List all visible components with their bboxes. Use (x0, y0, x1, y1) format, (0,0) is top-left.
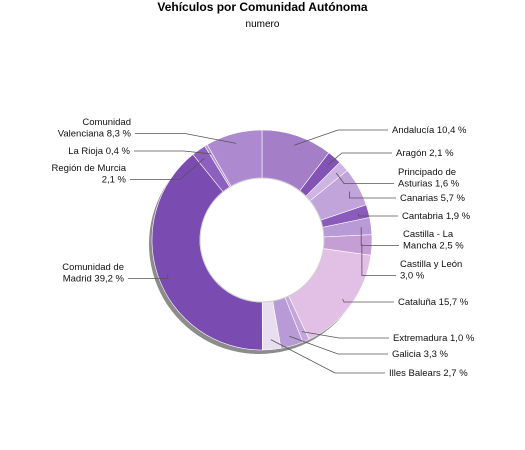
leader-line (301, 331, 389, 339)
leader-line (128, 273, 169, 279)
chart-title: Vehículos por Comunidad Autónoma (157, 0, 368, 14)
slice-label: Comunidad de Madrid 39,2 % (62, 262, 124, 285)
slice-label: Galicia 3,3 % (392, 349, 449, 360)
leader-line (361, 244, 396, 276)
leader-line (360, 227, 399, 246)
chart-subtitle: numero (245, 19, 280, 30)
leader-line (335, 172, 394, 184)
leader-line (293, 129, 388, 146)
leader-line (327, 152, 392, 166)
donut-hole (199, 177, 325, 303)
slice-label: Aragón 2,1 % (396, 148, 454, 159)
leader-line (130, 157, 205, 180)
slice-label: Cantabria 1,9 % (402, 211, 471, 222)
leader-line (349, 191, 396, 199)
slice-label: Castilla - La Mancha 2,5 % (403, 229, 464, 252)
slice-label: Comunidad Valenciana 8,3 % (58, 117, 132, 140)
slice-label: Canarias 5,7 % (400, 193, 466, 204)
slice-label: Extremadura 1,0 % (393, 333, 475, 344)
slice-label: Principado de Asturias 1,6 % (398, 167, 460, 190)
leader-line (135, 133, 237, 144)
slice-label: Illes Balears 2,7 % (389, 368, 468, 379)
leader-line (358, 213, 398, 217)
slice-label: Andalucía 10,4 % (392, 125, 467, 136)
leader-line (270, 339, 385, 374)
slice-label: La Rioja 0,4 % (68, 146, 130, 157)
leader-line (134, 150, 212, 155)
leader-line (342, 299, 394, 303)
slice-label: Castilla y León 3,0 % (400, 259, 462, 282)
slice-label: Cataluña 15,7 % (398, 297, 469, 308)
slice-label: Región de Murcia 2,1 % (52, 163, 127, 186)
leader-line (289, 335, 388, 355)
